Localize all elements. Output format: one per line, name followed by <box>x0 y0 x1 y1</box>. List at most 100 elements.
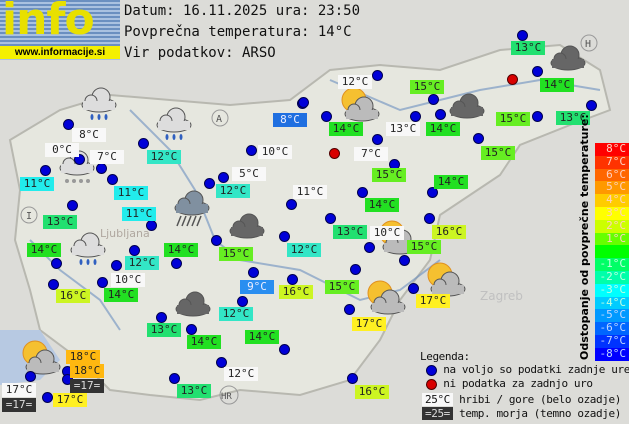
map-label-austria: A <box>216 114 222 125</box>
logo-url[interactable]: www.informacije.si <box>0 46 120 59</box>
station-dot[interactable] <box>169 373 180 384</box>
station-dot[interactable] <box>211 235 222 246</box>
station-dot[interactable] <box>25 371 36 382</box>
legend-title: Legenda: <box>420 350 470 363</box>
station-dot[interactable] <box>218 172 229 183</box>
station-temp-label: 16°C <box>432 225 466 239</box>
scale-row: -8°C <box>595 347 629 361</box>
station-temp-label: 7°C <box>354 147 388 161</box>
station-temp-label: 0°C <box>45 143 79 157</box>
station-dot[interactable] <box>408 283 419 294</box>
legend-mountain-text: hribi / gore (belo ozadje) <box>459 393 621 406</box>
station-dot[interactable] <box>325 213 336 224</box>
legend-sea-text: temp. morja (temno ozadje) <box>459 407 621 420</box>
station-dot[interactable] <box>74 154 85 165</box>
station-dot[interactable] <box>357 187 368 198</box>
station-dot[interactable] <box>107 174 118 185</box>
station-dot-no-data[interactable] <box>329 148 340 159</box>
partly-cloudy-icon <box>367 280 406 315</box>
station-temp-label: 14°C <box>104 288 138 302</box>
station-dot[interactable] <box>48 279 59 290</box>
partly-cloudy-icon <box>22 340 61 375</box>
rain-icon <box>156 107 192 140</box>
station-dot[interactable] <box>63 119 74 130</box>
station-temp-label: 10°C <box>111 273 145 287</box>
station-dot[interactable] <box>586 100 597 111</box>
station-temp-label: 14°C <box>426 122 460 136</box>
station-temp-label: 11°C <box>122 207 156 221</box>
map-label-croatia: HR <box>221 392 232 402</box>
station-dot[interactable] <box>171 258 182 269</box>
station-dot[interactable] <box>216 357 227 368</box>
station-temp-label: 15°C <box>407 240 441 254</box>
station-dot[interactable] <box>246 145 257 156</box>
station-temp-label: 16°C <box>355 385 389 399</box>
scale-row: 4°C <box>595 193 629 207</box>
station-dot[interactable] <box>286 199 297 210</box>
station-temp-label: 17°C <box>53 393 87 407</box>
scale-row: 5°C <box>595 181 629 195</box>
scale-row: -7°C <box>595 334 629 348</box>
source-line: Vir podatkov: ARSO <box>124 45 276 61</box>
station-dot[interactable] <box>427 187 438 198</box>
station-temp-label: 13°C <box>333 225 367 239</box>
station-dot[interactable] <box>473 133 484 144</box>
station-dot[interactable] <box>40 165 51 176</box>
station-dot-no-data[interactable] <box>507 74 518 85</box>
station-dot[interactable] <box>186 324 197 335</box>
logo[interactable]: info www.informacije.si <box>0 0 120 60</box>
station-dot[interactable] <box>372 134 383 145</box>
station-dot[interactable] <box>156 312 167 323</box>
station-dot[interactable] <box>96 163 107 174</box>
station-dot[interactable] <box>532 111 543 122</box>
station-dot[interactable] <box>424 213 435 224</box>
station-dot[interactable] <box>410 111 421 122</box>
station-dot[interactable] <box>279 344 290 355</box>
station-temp-label: 9°C <box>240 280 274 294</box>
station-temp-label: 14°C <box>27 243 61 257</box>
station-dot[interactable] <box>399 255 410 266</box>
scale-row: -6°C <box>595 321 629 335</box>
station-temp-label: 8°C <box>72 128 106 142</box>
station-dot[interactable] <box>372 70 383 81</box>
station-dot[interactable] <box>51 258 62 269</box>
station-dot[interactable] <box>298 97 309 108</box>
station-dot[interactable] <box>435 109 446 120</box>
station-dot[interactable] <box>248 267 259 278</box>
station-temp-label: 17°C <box>352 317 386 331</box>
station-dot[interactable] <box>42 392 53 403</box>
station-temp-label: 18°C <box>70 364 104 378</box>
station-temp-label: 17°C <box>416 294 450 308</box>
station-dot[interactable] <box>347 373 358 384</box>
station-dot[interactable] <box>321 111 332 122</box>
station-dot[interactable] <box>279 231 290 242</box>
station-dot[interactable] <box>138 138 149 149</box>
heavy-rain-icon <box>174 190 210 227</box>
station-temp-label: 12°C <box>147 150 181 164</box>
station-dot[interactable] <box>287 274 298 285</box>
legend-red-text: ni podatka za zadnjo uro <box>443 377 593 390</box>
station-dot[interactable] <box>517 30 528 41</box>
station-temp-label: 12°C <box>338 75 372 89</box>
station-temp-label: 13°C <box>43 215 77 229</box>
avg-temp-line: Povprečna temperatura: 14°C <box>124 24 352 40</box>
red-dot-icon <box>426 378 437 390</box>
station-temp-label: 10°C <box>258 145 292 159</box>
scale-row: 7°C <box>595 155 629 169</box>
station-dot[interactable] <box>364 242 375 253</box>
station-dot[interactable] <box>237 296 248 307</box>
station-dot[interactable] <box>97 277 108 288</box>
station-dot[interactable] <box>532 66 543 77</box>
station-dot[interactable] <box>350 264 361 275</box>
station-dot[interactable] <box>146 220 157 231</box>
station-temp-label: 13°C <box>556 111 590 125</box>
scale-row: 3°C <box>595 206 629 220</box>
station-dot[interactable] <box>111 260 122 271</box>
station-dot[interactable] <box>204 178 215 189</box>
map-label-zagreb: Zagreb <box>480 289 523 303</box>
station-dot[interactable] <box>129 245 140 256</box>
station-dot[interactable] <box>67 200 78 211</box>
deviation-scale: 8°C 7°C 6°C 5°C 4°C 3°C 2°C 1°C -1°C -2°C -3°C -4°C… <box>595 142 629 361</box>
station-dot[interactable] <box>344 304 355 315</box>
station-dot[interactable] <box>428 94 439 105</box>
